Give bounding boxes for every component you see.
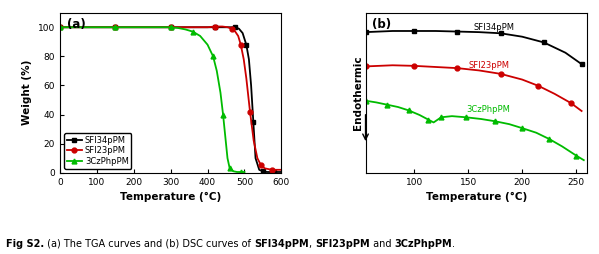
SFI23pPM: [240, 58, 247, 61]
Text: 3CzPhpPM: 3CzPhpPM: [394, 239, 452, 249]
3CzPhpPM: [234, 170, 241, 173]
SFI34pPM: [235, 27, 243, 30]
SFI34pPM: [247, 84, 255, 87]
3CzPhpPM: [204, 43, 211, 46]
SFI34pPM: [167, 26, 174, 29]
SFI23pPM: [235, 35, 242, 38]
X-axis label: Temperature (°C): Temperature (°C): [120, 192, 221, 202]
Line: SFI34pPM: SFI34pPM: [58, 25, 284, 174]
SFI23pPM: [258, 164, 265, 167]
Line: 3CzPhpPM: 3CzPhpPM: [58, 25, 247, 174]
SFI34pPM: [111, 26, 119, 29]
SFI34pPM: [243, 43, 250, 46]
3CzPhpPM: [182, 28, 189, 31]
SFI23pPM: [111, 26, 119, 29]
Y-axis label: Endothermic: Endothermic: [353, 55, 363, 130]
3CzPhpPM: [222, 135, 229, 138]
SFI23pPM: [204, 26, 211, 29]
3CzPhpPM: [93, 26, 101, 29]
SFI34pPM: [56, 26, 63, 29]
3CzPhpPM: [230, 170, 237, 173]
3CzPhpPM: [224, 157, 231, 160]
SFI34pPM: [278, 170, 285, 173]
Line: SFI23pPM: SFI23pPM: [58, 24, 284, 172]
SFI34pPM: [226, 26, 233, 29]
SFI34pPM: [267, 170, 274, 173]
SFI34pPM: [186, 26, 193, 29]
SFI23pPM: [219, 25, 226, 28]
SFI34pPM: [149, 26, 156, 29]
SFI23pPM: [56, 26, 63, 29]
Text: SFI23pPM: SFI23pPM: [315, 239, 370, 249]
SFI34pPM: [232, 26, 239, 29]
SFI34pPM: [130, 26, 137, 29]
SFI34pPM: [239, 31, 246, 35]
3CzPhpPM: [111, 26, 119, 29]
SFI23pPM: [130, 26, 137, 29]
SFI34pPM: [274, 170, 282, 173]
Y-axis label: Weight (%): Weight (%): [22, 60, 32, 125]
3CzPhpPM: [196, 35, 204, 38]
SFI23pPM: [265, 168, 272, 171]
SFI23pPM: [149, 26, 156, 29]
Text: and: and: [370, 239, 394, 249]
SFI23pPM: [75, 26, 82, 29]
SFI23pPM: [237, 43, 244, 46]
SFI34pPM: [256, 168, 263, 171]
3CzPhpPM: [189, 30, 196, 33]
SFI23pPM: [254, 157, 261, 160]
Text: SFI34pPM: SFI34pPM: [474, 23, 515, 32]
SFI34pPM: [219, 26, 226, 29]
SFI23pPM: [268, 168, 276, 171]
SFI34pPM: [259, 170, 267, 173]
SFI23pPM: [93, 26, 101, 29]
3CzPhpPM: [149, 26, 156, 29]
Text: (a): (a): [66, 18, 85, 30]
SFI23pPM: [224, 26, 231, 29]
SFI23pPM: [246, 110, 253, 113]
3CzPhpPM: [210, 55, 217, 58]
Text: ,: ,: [308, 239, 315, 249]
SFI34pPM: [270, 170, 277, 173]
SFI34pPM: [246, 58, 253, 61]
Text: 3CzPhpPM: 3CzPhpPM: [466, 105, 510, 114]
SFI34pPM: [252, 157, 259, 160]
3CzPhpPM: [219, 113, 226, 116]
SFI34pPM: [263, 170, 270, 173]
SFI23pPM: [211, 25, 219, 28]
SFI23pPM: [243, 77, 250, 80]
3CzPhpPM: [174, 26, 181, 29]
SFI23pPM: [186, 26, 193, 29]
3CzPhpPM: [213, 69, 220, 72]
3CzPhpPM: [217, 91, 224, 94]
SFI34pPM: [93, 26, 101, 29]
Text: SFI34pPM: SFI34pPM: [254, 239, 308, 249]
X-axis label: Temperature (°C): Temperature (°C): [426, 192, 527, 202]
SFI34pPM: [250, 120, 257, 123]
Text: Fig S2.: Fig S2.: [6, 239, 44, 249]
SFI23pPM: [278, 168, 285, 171]
3CzPhpPM: [75, 26, 82, 29]
SFI23pPM: [261, 167, 268, 170]
Text: (b): (b): [372, 18, 391, 30]
Legend: SFI34pPM, SFI23pPM, 3CzPhpPM: SFI34pPM, SFI23pPM, 3CzPhpPM: [64, 133, 131, 169]
SFI34pPM: [211, 26, 219, 29]
3CzPhpPM: [56, 26, 63, 29]
SFI23pPM: [167, 26, 174, 29]
Text: (a) The TGA curves and (b) DSC curves of: (a) The TGA curves and (b) DSC curves of: [44, 239, 254, 249]
SFI34pPM: [75, 26, 82, 29]
SFI23pPM: [274, 168, 282, 171]
SFI23pPM: [232, 30, 239, 33]
SFI23pPM: [228, 27, 235, 30]
SFI23pPM: [250, 139, 258, 142]
Text: .: .: [452, 239, 455, 249]
3CzPhpPM: [237, 170, 244, 173]
3CzPhpPM: [226, 167, 233, 170]
3CzPhpPM: [241, 170, 248, 173]
3CzPhpPM: [130, 26, 137, 29]
Text: SFI23pPM: SFI23pPM: [468, 61, 509, 70]
3CzPhpPM: [167, 26, 174, 29]
SFI34pPM: [204, 26, 211, 29]
